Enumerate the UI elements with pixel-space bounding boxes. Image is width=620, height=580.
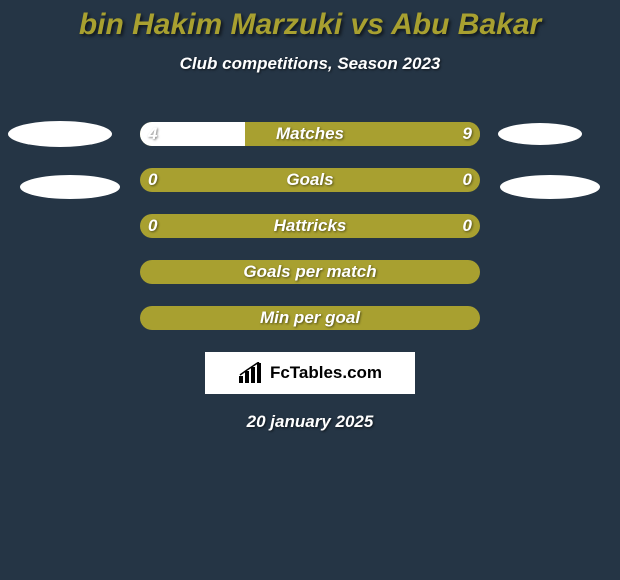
brand-logo: FcTables.com [205,352,415,394]
metric-bar-track [140,214,480,238]
metric-row: Matches49 [0,122,620,146]
metric-value-right: 0 [463,168,472,192]
metric-value-left: 0 [148,214,157,238]
chart-bars-icon [238,362,264,384]
metric-value-left: 0 [148,168,157,192]
metric-row: Hattricks00 [0,214,620,238]
brand-logo-text: FcTables.com [270,363,382,383]
metric-row: Goals per match [0,260,620,284]
metric-bar-track [140,306,480,330]
page-subtitle: Club competitions, Season 2023 [0,54,620,74]
compare-area: Matches49Goals00Hattricks00Goals per mat… [0,122,620,432]
footer-date: 20 january 2025 [0,412,620,432]
metric-row: Min per goal [0,306,620,330]
metric-value-left: 4 [148,122,157,146]
metric-bar-track [140,260,480,284]
comparison-infographic: bin Hakim Marzuki vs Abu Bakar Club comp… [0,0,620,580]
metric-bar-track [140,122,480,146]
metric-value-right: 9 [463,122,472,146]
metric-bar-track [140,168,480,192]
metric-bar-right [245,122,480,146]
page-title: bin Hakim Marzuki vs Abu Bakar [0,0,620,42]
metric-row: Goals00 [0,168,620,192]
metric-value-right: 0 [463,214,472,238]
